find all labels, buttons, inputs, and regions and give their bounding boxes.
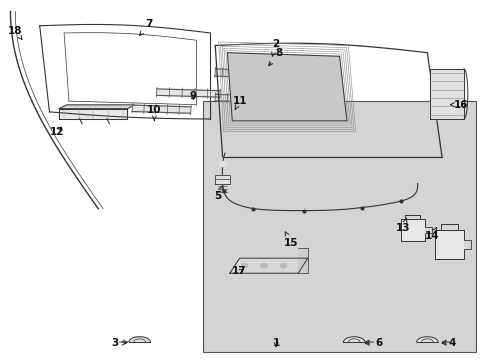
Text: 12: 12 <box>49 127 64 136</box>
Text: 14: 14 <box>424 228 439 240</box>
Polygon shape <box>416 337 437 342</box>
Text: 18: 18 <box>8 26 22 39</box>
Polygon shape <box>429 69 463 119</box>
Polygon shape <box>434 230 463 259</box>
Text: 6: 6 <box>365 338 382 348</box>
Polygon shape <box>227 53 346 121</box>
Text: 11: 11 <box>232 96 246 109</box>
Text: 13: 13 <box>395 218 409 233</box>
Text: 4: 4 <box>441 338 454 348</box>
Text: 17: 17 <box>232 266 246 276</box>
Polygon shape <box>59 109 127 119</box>
Polygon shape <box>156 89 220 97</box>
Polygon shape <box>215 175 229 184</box>
Text: 16: 16 <box>449 100 468 110</box>
Text: 9: 9 <box>189 91 197 101</box>
Text: 2: 2 <box>271 39 279 56</box>
Circle shape <box>241 263 247 268</box>
Polygon shape <box>298 248 307 273</box>
Polygon shape <box>229 258 307 273</box>
Polygon shape <box>440 225 457 230</box>
Polygon shape <box>343 337 364 342</box>
Polygon shape <box>405 215 419 220</box>
Text: 5: 5 <box>214 186 222 201</box>
Polygon shape <box>132 105 191 113</box>
Circle shape <box>280 263 286 268</box>
FancyBboxPatch shape <box>203 101 475 352</box>
Polygon shape <box>129 337 150 342</box>
Circle shape <box>260 263 267 268</box>
Polygon shape <box>215 69 293 80</box>
Polygon shape <box>424 227 431 233</box>
Text: 15: 15 <box>283 232 298 248</box>
Text: 3: 3 <box>111 338 126 348</box>
Circle shape <box>218 161 226 167</box>
Polygon shape <box>59 105 135 109</box>
Polygon shape <box>215 94 264 103</box>
Polygon shape <box>400 220 424 241</box>
Text: 7: 7 <box>140 19 153 35</box>
Text: 8: 8 <box>268 48 282 66</box>
Polygon shape <box>463 240 470 249</box>
Text: 1: 1 <box>272 338 279 348</box>
Text: 10: 10 <box>147 105 161 121</box>
